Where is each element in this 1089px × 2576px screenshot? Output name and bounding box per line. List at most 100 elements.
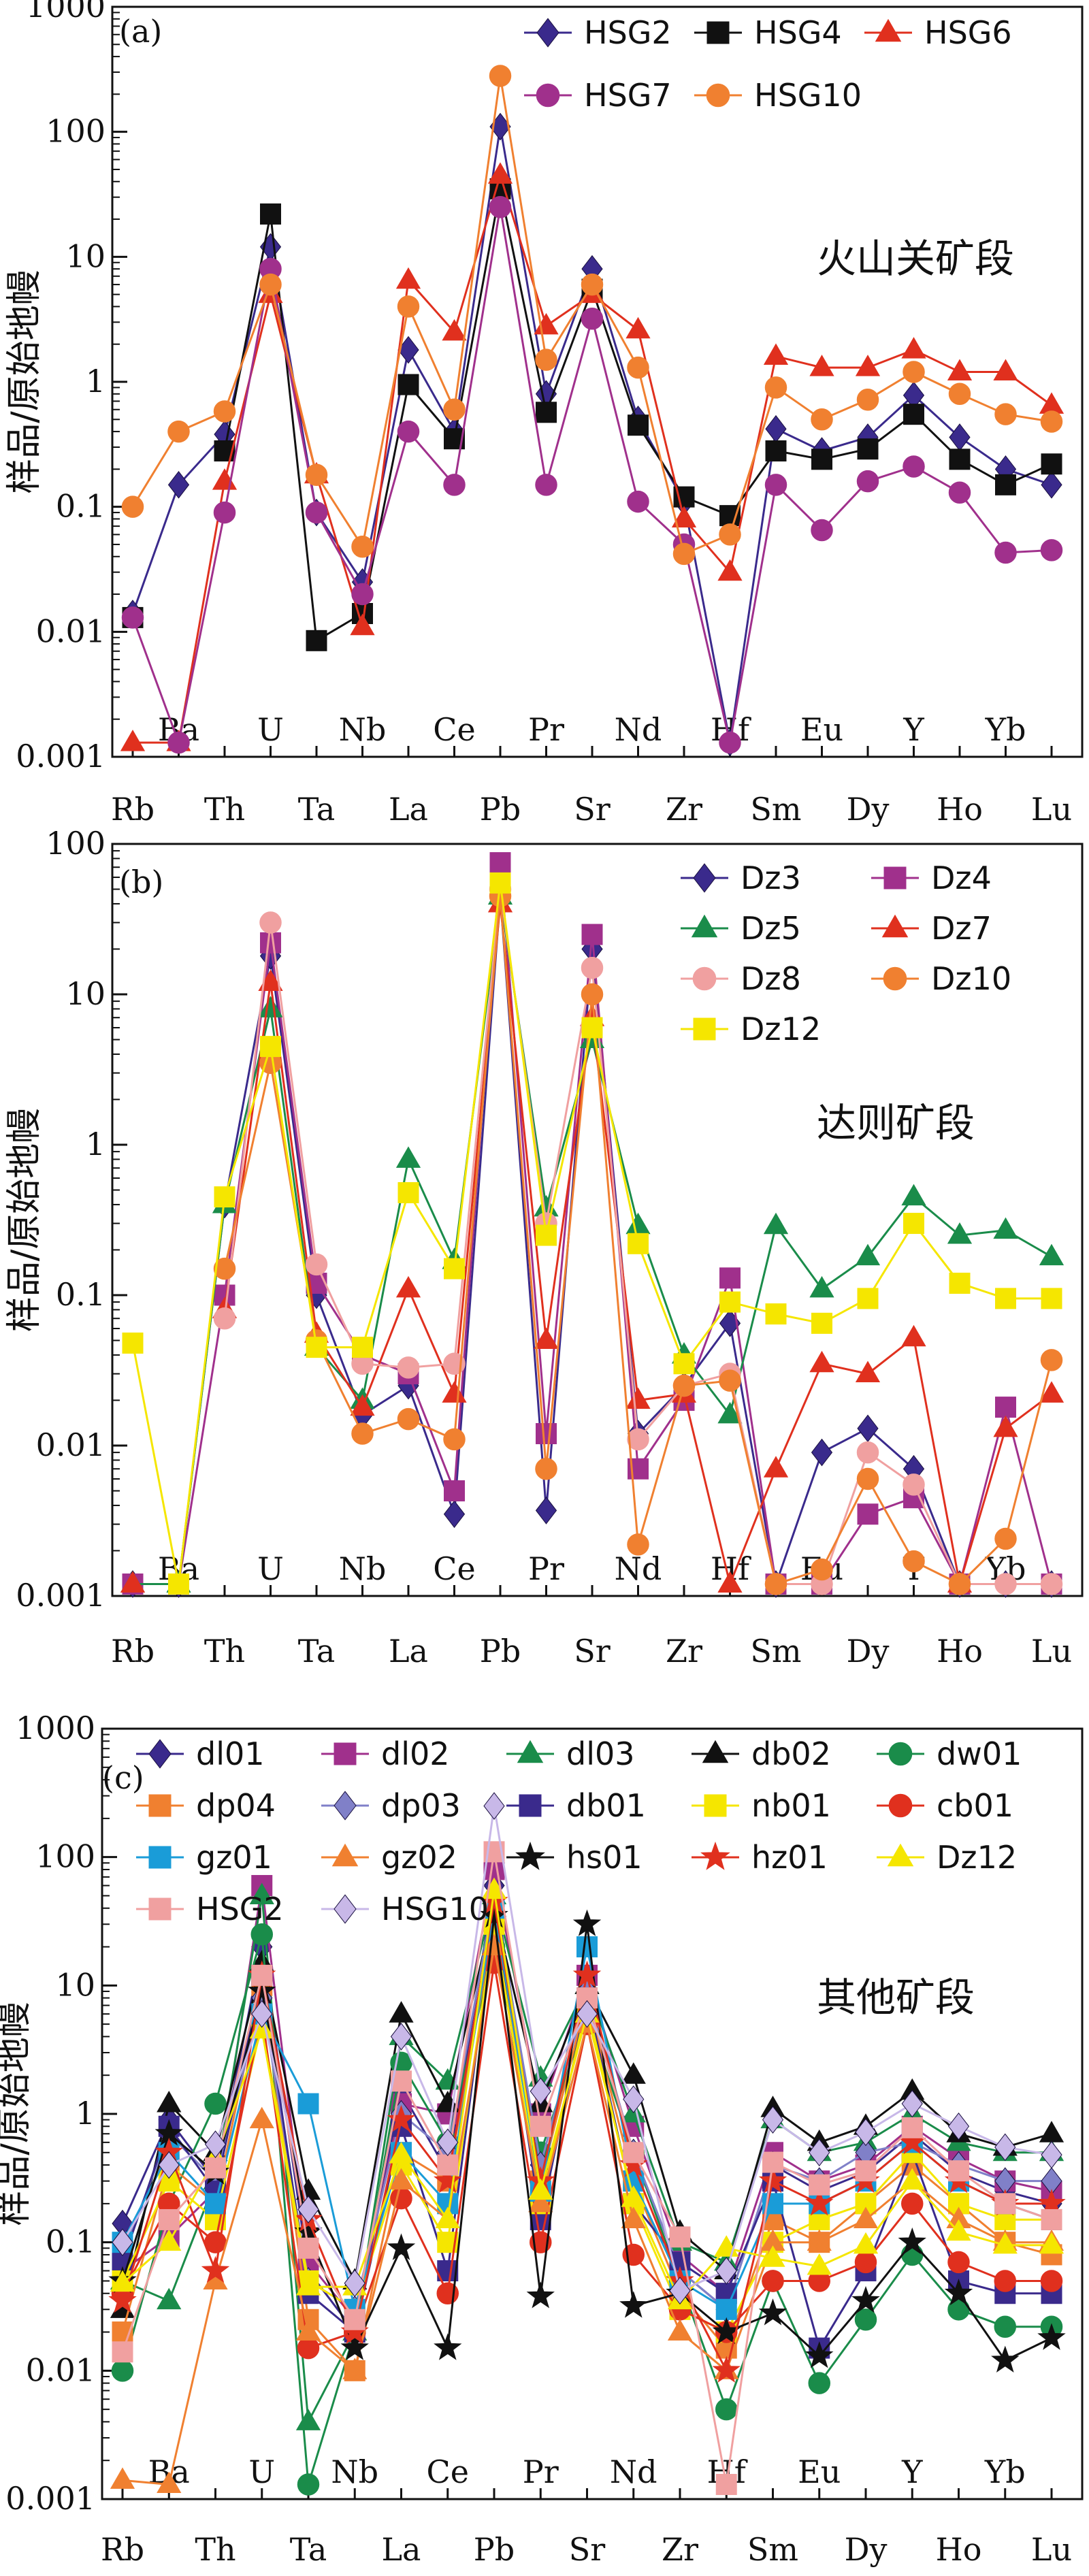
- legend-marker: [334, 1742, 357, 1765]
- legend-marker: [693, 1017, 716, 1041]
- data-point: [762, 2106, 784, 2134]
- legend-label: HSG2: [196, 1891, 284, 1927]
- data-point: [397, 295, 420, 318]
- legend-marker: [706, 21, 730, 44]
- y-tick-label: 100: [46, 825, 105, 862]
- x-tick-label-nb: Nb: [339, 711, 387, 748]
- x-tick-label-u: U: [257, 711, 284, 748]
- data-point: [809, 2138, 830, 2167]
- data-point: [167, 471, 190, 499]
- data-point: [853, 2206, 879, 2228]
- data-point: [719, 731, 741, 754]
- deposit-section-label: 火山关矿段: [817, 235, 1014, 282]
- data-point: [717, 559, 743, 581]
- x-tick-label-lu: Lu: [1031, 791, 1072, 828]
- legend-marker: [702, 1740, 729, 1763]
- data-point: [444, 1258, 465, 1279]
- legend-marker: [881, 914, 909, 938]
- x-tick-label-zr: Zr: [666, 1633, 702, 1669]
- data-point: [158, 2151, 180, 2179]
- data-point: [671, 506, 697, 527]
- data-point: [344, 2309, 365, 2330]
- legend-label: dp04: [196, 1787, 276, 1824]
- legend-marker: [875, 18, 902, 42]
- data-point: [483, 1792, 505, 1820]
- x-tick-label-th: Th: [204, 791, 245, 828]
- data-point: [628, 1233, 649, 1254]
- x-tick-label-sr: Sr: [574, 791, 611, 828]
- data-point: [625, 1387, 651, 1409]
- data-point: [489, 872, 511, 894]
- data-point: [389, 2168, 414, 2190]
- data-point: [948, 2160, 969, 2182]
- data-point: [530, 2077, 551, 2106]
- legend-marker: [536, 18, 559, 48]
- data-point: [250, 1923, 273, 1946]
- y-tick-label: 10: [65, 975, 105, 1012]
- legend-label: HSG6: [924, 14, 1012, 51]
- data-point: [854, 2309, 877, 2331]
- legend-entry-hsg10: HSG10: [321, 1891, 489, 1927]
- series-dz12: [122, 872, 1062, 1595]
- data-point: [158, 2208, 180, 2230]
- data-point: [901, 2117, 923, 2138]
- legend-entry-dz12: Dz12: [877, 1839, 1017, 1876]
- data-point: [994, 541, 1017, 564]
- legend-label: Dz4: [931, 860, 992, 896]
- legend: dl01 dl02 dl03 db02 dw01 dp04 dp03 db01 nb01 cb01…: [136, 1735, 1022, 1927]
- data-point: [948, 382, 971, 406]
- data-point: [350, 1394, 375, 1416]
- data-point: [949, 1273, 971, 1294]
- legend-entry-dz4: Dz4: [871, 860, 992, 896]
- data-point: [489, 852, 511, 874]
- data-point: [249, 2106, 274, 2129]
- data-point: [248, 1976, 276, 2004]
- x-tick-label-ho: Ho: [936, 2531, 982, 2568]
- deposit-section-label: 其他矿段: [817, 1974, 975, 2021]
- x-tick-label-ho: Ho: [937, 1633, 983, 1669]
- data-point: [944, 2278, 973, 2306]
- data-point: [712, 2355, 741, 2383]
- y-tick-label: 0.01: [36, 613, 105, 649]
- y-axis-label: 样品/原始地幔: [4, 270, 45, 494]
- data-point: [811, 1312, 832, 1334]
- x-tick-label-la: La: [382, 2531, 421, 2568]
- data-point: [994, 2315, 1016, 2338]
- data-point: [389, 2142, 414, 2164]
- legend-entry-cb01: cb01: [877, 1787, 1013, 1824]
- legend-entry-dl02: dl02: [321, 1735, 450, 1772]
- data-point: [306, 630, 327, 651]
- data-point: [853, 2232, 879, 2254]
- legend-marker: [334, 1894, 357, 1924]
- x-tick-label-ho: Ho: [937, 791, 983, 828]
- legend: Dz3 Dz4 Dz5 Dz7 Dz8 Dz10 Dz12: [681, 860, 1011, 1047]
- legend-label: HSG7: [584, 77, 672, 114]
- data-point: [442, 1381, 467, 1403]
- data-point: [855, 1243, 881, 1266]
- data-point: [994, 2270, 1016, 2292]
- data-point: [901, 2089, 923, 2118]
- data-point: [1039, 392, 1064, 414]
- data-point: [108, 2285, 137, 2313]
- x-tick-label-nd: Nd: [615, 711, 662, 748]
- data-point: [947, 1222, 973, 1244]
- legend-marker: [148, 1897, 172, 1921]
- data-point: [167, 420, 190, 443]
- data-point: [350, 613, 375, 636]
- data-point: [672, 542, 696, 566]
- data-point: [715, 2474, 737, 2496]
- data-point: [213, 1257, 236, 1280]
- data-point: [809, 355, 834, 376]
- legend-entry-dl03: dl03: [506, 1735, 635, 1772]
- data-point: [621, 2206, 646, 2228]
- data-point: [715, 2398, 738, 2421]
- data-point: [444, 1480, 465, 1502]
- x-tick-label-rb: Rb: [111, 1633, 155, 1669]
- x-tick-label-la: La: [389, 791, 428, 828]
- legend-label: dp03: [381, 1787, 461, 1824]
- legend-entry-dz7: Dz7: [871, 910, 992, 947]
- legend-label: dl02: [381, 1735, 450, 1772]
- legend-label: Dz10: [931, 960, 1011, 997]
- data-point: [857, 1288, 879, 1309]
- legend-label: HSG10: [754, 77, 862, 114]
